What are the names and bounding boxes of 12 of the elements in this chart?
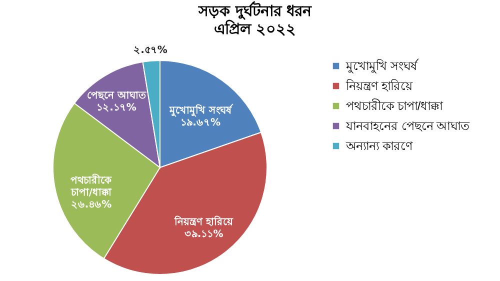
data-label: ২.৫৭% [134, 44, 168, 56]
data-label: পথচারীকে চাপা/ধাক্কা ২৬.৪৬% [70, 172, 113, 211]
data-label: পেছনে আঘাত ১২.১৭% [86, 90, 146, 114]
chart-subtitle: এপ্রিল ২০২২ [214, 18, 296, 38]
legend-label: নিয়ন্ত্রণ হারিয়ে [345, 79, 414, 93]
legend-label: যানবাহনের পেছনে আঘাত [345, 119, 471, 133]
chart-title: সড়ক দুর্ঘটনার ধরন [197, 0, 313, 20]
legend-label: পথচারীকে চাপা/ধাক্কা [346, 99, 444, 113]
data-label: মুখোমুখি সংঘর্ষ ১৯.৬৭% [168, 103, 234, 128]
legend-label: মুখোমুখি সংঘর্ষ [345, 59, 420, 74]
data-label: নিয়ন্ত্রণ হারিয়ে ৩৯.১১% [174, 215, 234, 240]
legend-label: অন্যান্য কারণে [345, 139, 414, 153]
